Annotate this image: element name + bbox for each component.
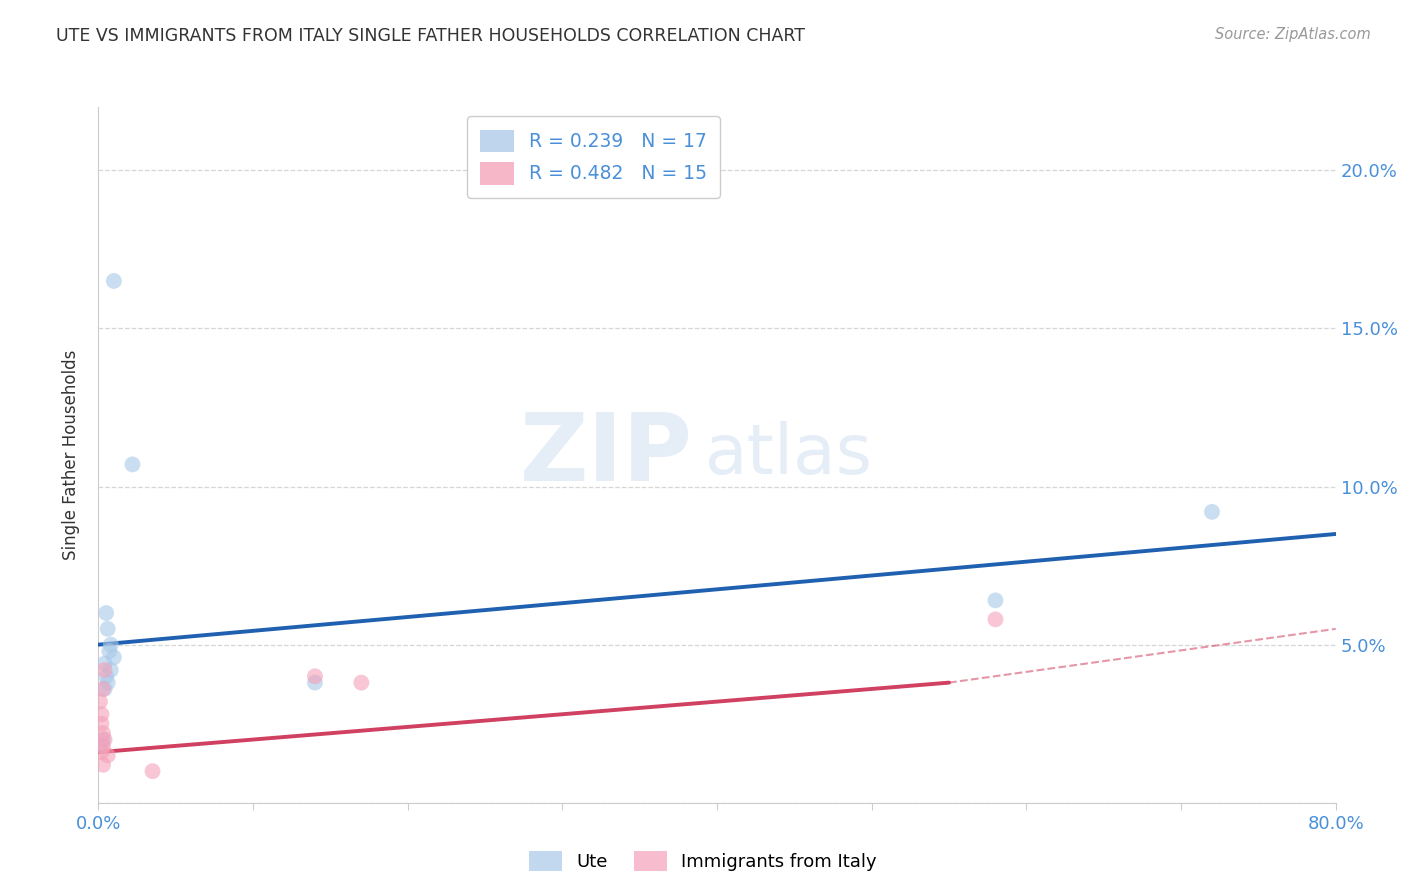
Point xyxy=(97,675,120,690)
Text: ZIP: ZIP xyxy=(519,409,692,501)
Point xyxy=(984,612,1007,626)
Point xyxy=(90,707,112,722)
Point xyxy=(91,732,114,747)
Legend: Ute, Immigrants from Italy: Ute, Immigrants from Italy xyxy=(522,844,884,879)
Point xyxy=(98,644,121,658)
Point xyxy=(91,739,114,753)
Point xyxy=(96,606,118,620)
Point xyxy=(90,716,112,731)
Point xyxy=(350,675,373,690)
Point xyxy=(93,681,115,696)
Point xyxy=(96,669,118,683)
Point xyxy=(100,663,122,677)
Point xyxy=(304,669,326,683)
Point xyxy=(91,681,114,696)
Point xyxy=(90,745,112,759)
Point xyxy=(103,274,125,288)
Point xyxy=(91,757,114,772)
Point xyxy=(100,638,122,652)
Point xyxy=(1201,505,1223,519)
Point xyxy=(91,726,114,740)
Point xyxy=(121,458,143,472)
Text: Source: ZipAtlas.com: Source: ZipAtlas.com xyxy=(1215,27,1371,42)
Point xyxy=(89,695,111,709)
Text: UTE VS IMMIGRANTS FROM ITALY SINGLE FATHER HOUSEHOLDS CORRELATION CHART: UTE VS IMMIGRANTS FROM ITALY SINGLE FATH… xyxy=(56,27,806,45)
Point xyxy=(93,663,115,677)
Point xyxy=(97,748,120,763)
Legend: R = 0.239   N = 17, R = 0.482   N = 15: R = 0.239 N = 17, R = 0.482 N = 15 xyxy=(467,117,720,198)
Point xyxy=(142,764,165,779)
Point xyxy=(984,593,1007,607)
Point xyxy=(93,732,115,747)
Point xyxy=(90,739,112,753)
Y-axis label: Single Father Households: Single Father Households xyxy=(62,350,80,560)
Text: atlas: atlas xyxy=(704,421,873,489)
Point xyxy=(103,650,125,665)
Point xyxy=(93,657,115,671)
Point xyxy=(97,622,120,636)
Point xyxy=(304,675,326,690)
